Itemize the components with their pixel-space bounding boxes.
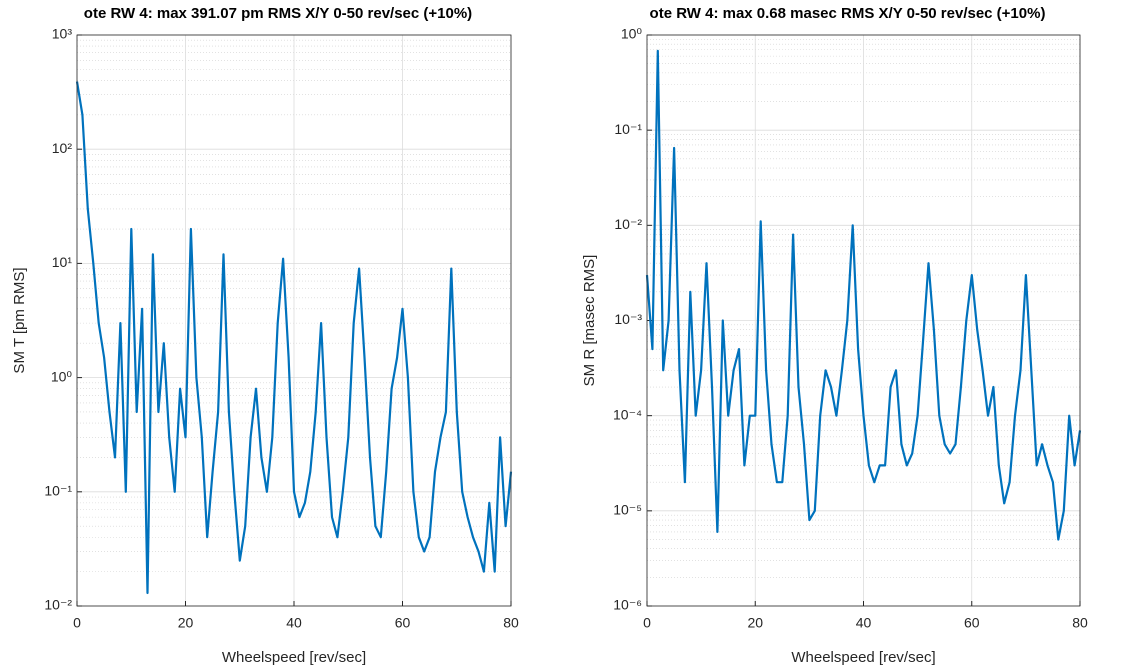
y-tick-label: 10⁻² — [614, 216, 642, 232]
x-tick-label: 20 — [178, 615, 194, 631]
y-tick-label: 10⁰ — [621, 26, 643, 42]
y-tick-label: 10⁻¹ — [44, 483, 72, 499]
x-tick-label: 20 — [747, 615, 763, 631]
y-tick-label: 10⁻⁵ — [613, 502, 642, 518]
x-tick-label: 0 — [73, 615, 81, 631]
x-axis-label: Wheelspeed [rev/sec] — [222, 649, 366, 666]
chart-title: ote RW 4: max 0.68 masec RMS X/Y 0-50 re… — [650, 5, 1046, 22]
axes-box — [76, 34, 512, 607]
x-tick-label: 80 — [503, 615, 519, 631]
y-tick-label: 10² — [52, 140, 73, 156]
data-line — [645, 49, 1082, 541]
y-tick-label: 10¹ — [52, 254, 73, 270]
y-tick-label: 10⁻¹ — [614, 121, 642, 137]
y-tick-label: 10⁻² — [44, 597, 72, 613]
chart-title: ote RW 4: max 391.07 pm RMS X/Y 0-50 rev… — [84, 5, 472, 22]
x-tick-label: 60 — [395, 615, 411, 631]
y-tick-label: 10⁻⁶ — [613, 597, 642, 613]
x-tick-label: 0 — [643, 615, 651, 631]
y-tick-label: 10⁰ — [51, 368, 73, 384]
y-tick-label: 10³ — [52, 26, 73, 42]
data-line — [75, 81, 513, 595]
x-tick-label: 60 — [964, 615, 980, 631]
y-tick-label: 10⁻³ — [614, 311, 642, 327]
y-axis-label: SM R [masec RMS] — [581, 255, 598, 387]
x-axis-label: Wheelspeed [rev/sec] — [791, 649, 935, 666]
y-tick-label: 10⁻⁴ — [613, 406, 642, 422]
axes-box — [646, 34, 1081, 607]
x-tick-label: 80 — [1072, 615, 1088, 631]
y-axis-label: SM T [pm RMS] — [11, 267, 28, 373]
x-tick-label: 40 — [856, 615, 872, 631]
x-tick-label: 40 — [286, 615, 302, 631]
